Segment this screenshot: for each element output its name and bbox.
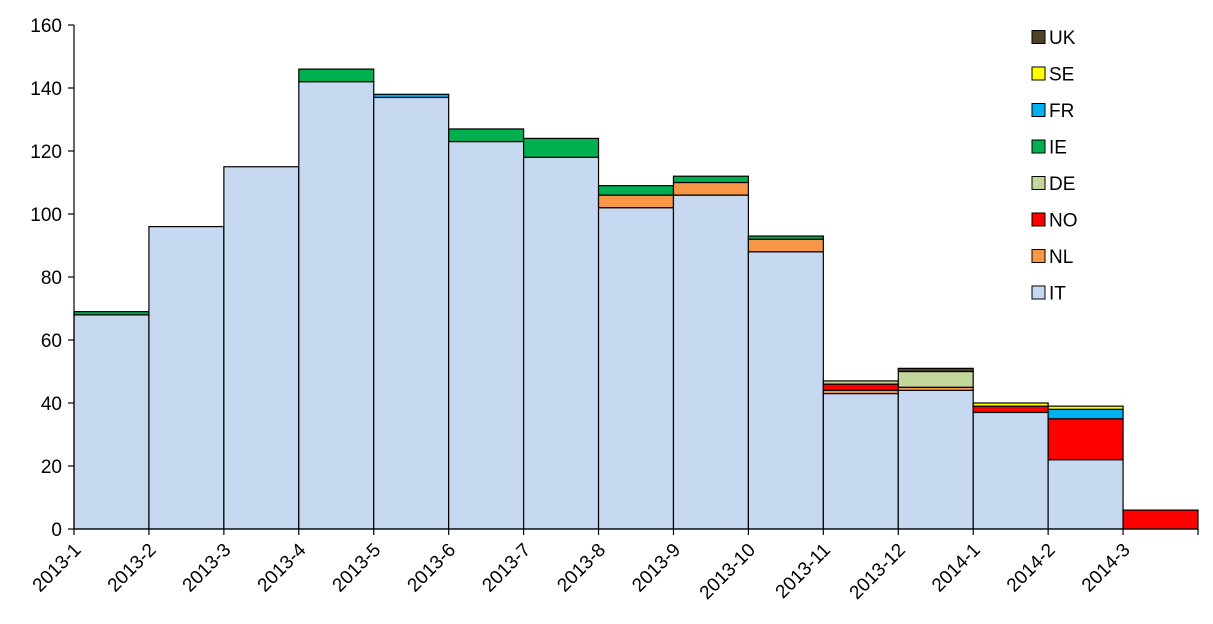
bar-ie-2013-4 bbox=[298, 68, 375, 83]
bar-it-2013-11 bbox=[822, 392, 899, 530]
legend-label-uk: UK bbox=[1049, 28, 1076, 49]
legend-swatch-ie bbox=[1031, 139, 1046, 154]
legend-swatch-de bbox=[1031, 176, 1046, 190]
bar-ie-2013-9 bbox=[672, 175, 750, 184]
bar-it-2013-12 bbox=[897, 389, 974, 530]
bar-it-2013-1 bbox=[73, 314, 150, 530]
y-tick-label-20: 20 bbox=[41, 457, 62, 478]
bar-se-2014-2 bbox=[1047, 405, 1124, 410]
x-tick-label-2013-7: 2013-7 bbox=[478, 540, 535, 597]
x-tick-label-2013-8: 2013-8 bbox=[553, 540, 610, 597]
bar-ie-2013-1 bbox=[73, 311, 150, 316]
legend-label-it: IT bbox=[1049, 284, 1066, 305]
bar-it-2013-3 bbox=[223, 166, 300, 530]
bar-nl-2013-8 bbox=[597, 194, 675, 209]
bar-ie-2013-6 bbox=[448, 128, 525, 143]
bar-nl-2013-10 bbox=[747, 238, 824, 253]
legend-swatch-no bbox=[1031, 212, 1046, 227]
bar-it-2013-10 bbox=[747, 251, 824, 530]
x-tick-label-2013-4: 2013-4 bbox=[254, 539, 311, 596]
y-tick-label-100: 100 bbox=[30, 205, 62, 226]
x-tick-label-2013-5: 2013-5 bbox=[329, 540, 386, 597]
bar-uk-2013-12 bbox=[897, 367, 974, 373]
x-tick-label-2013-3: 2013-3 bbox=[179, 540, 236, 597]
bar-it-2013-7 bbox=[522, 156, 600, 530]
bar-de-2013-11 bbox=[822, 380, 899, 385]
bar-no-2013-11 bbox=[822, 383, 899, 392]
bar-fr-2014-2 bbox=[1047, 408, 1124, 420]
bar-se-2014-1 bbox=[972, 402, 1049, 407]
legend-label-no: NO bbox=[1049, 211, 1078, 232]
legend-swatch-it bbox=[1031, 285, 1046, 300]
x-tick-label-2013-12: 2013-12 bbox=[846, 540, 910, 604]
legend-swatch-se bbox=[1031, 66, 1046, 81]
legend-swatch-uk bbox=[1031, 30, 1046, 44]
bar-it-2014-2 bbox=[1047, 459, 1124, 530]
bar-ie-2013-7 bbox=[522, 137, 600, 158]
y-tick-label-40: 40 bbox=[41, 394, 62, 415]
x-tick-label-2013-2: 2013-2 bbox=[104, 540, 161, 597]
y-tick-label-140: 140 bbox=[30, 79, 62, 100]
bar-nl-2013-9 bbox=[672, 181, 750, 196]
legend-label-fr: FR bbox=[1049, 101, 1074, 122]
x-tick-label-2013-11: 2013-11 bbox=[772, 540, 835, 603]
y-tick-label-160: 160 bbox=[30, 16, 62, 37]
legend-swatch-nl bbox=[1031, 249, 1046, 263]
legend-label-de: DE bbox=[1049, 174, 1075, 195]
x-tick-label-2013-1: 2013-1 bbox=[29, 540, 86, 597]
legend-label-nl: NL bbox=[1049, 247, 1073, 268]
y-tick-label-120: 120 bbox=[30, 142, 62, 163]
bar-fr-2013-5 bbox=[373, 93, 450, 99]
bar-it-2013-5 bbox=[373, 96, 450, 530]
bar-it-2013-2 bbox=[148, 226, 225, 530]
x-tick-label-2013-10: 2013-10 bbox=[696, 540, 760, 604]
bar-no-2014-1 bbox=[972, 405, 1049, 414]
bar-it-2013-8 bbox=[597, 207, 675, 530]
bar-it-2014-1 bbox=[972, 411, 1049, 530]
bars-layer bbox=[73, 68, 1199, 530]
bar-it-2013-9 bbox=[672, 194, 750, 530]
x-tick-label-2014-2: 2014-2 bbox=[1003, 540, 1060, 597]
bar-no-2014-2 bbox=[1047, 418, 1124, 461]
x-tick-label-2014-3: 2014-3 bbox=[1078, 540, 1135, 597]
x-tick-label-2013-6: 2013-6 bbox=[404, 540, 461, 597]
y-tick-label-0: 0 bbox=[51, 520, 62, 541]
bar-ie-2013-10 bbox=[747, 235, 824, 240]
legend-swatch-fr bbox=[1031, 103, 1046, 117]
bar-it-2013-6 bbox=[448, 140, 525, 530]
legend: UK SE FR IE DE NO NL IT bbox=[1031, 28, 1078, 305]
y-tick-label-80: 80 bbox=[41, 268, 62, 289]
legend-label-se: SE bbox=[1049, 65, 1074, 86]
x-tick-label-2014-1: 2014-1 bbox=[928, 540, 985, 597]
bar-no-2014-3 bbox=[1122, 509, 1199, 530]
bar-ie-2013-8 bbox=[597, 185, 675, 196]
bar-it-2013-4 bbox=[298, 81, 375, 530]
bar-de-2013-12 bbox=[897, 370, 974, 388]
legend-label-ie: IE bbox=[1049, 138, 1067, 159]
y-tick-label-60: 60 bbox=[41, 331, 62, 352]
x-tick-label-2013-9: 2013-9 bbox=[628, 540, 685, 597]
